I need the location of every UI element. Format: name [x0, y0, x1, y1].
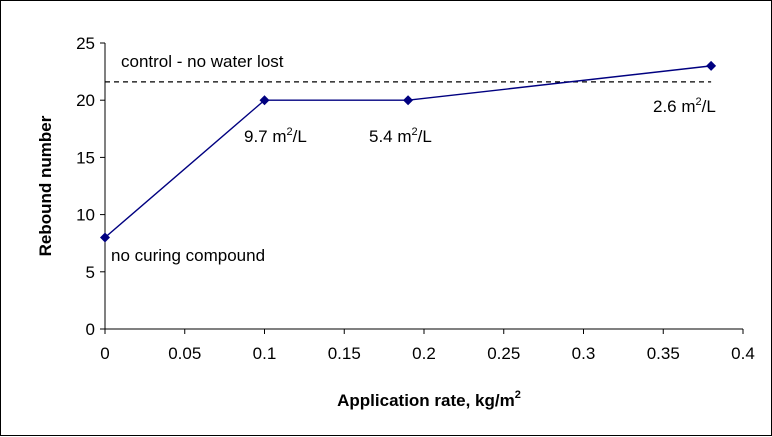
series-group [100, 60, 717, 243]
x-axis-ticks: 0 0.05 0.1 0.15 0.2 0.25 0.3 0.35 0.4 [100, 329, 755, 363]
x-tick-label: 0.4 [731, 344, 755, 363]
data-point-marker [100, 232, 110, 243]
data-point-marker [259, 95, 270, 106]
x-tick-label: 0.25 [487, 344, 520, 363]
y-tick-label: 0 [86, 320, 95, 339]
x-tick-label: 0.35 [647, 344, 680, 363]
point-label-5-4: 5.4 m2/L [369, 126, 432, 146]
x-tick-label: 0 [100, 344, 109, 363]
point-label-no-curing-compound: no curing compound [111, 246, 265, 265]
y-tick-label: 15 [76, 148, 95, 167]
y-axis-ticks: 0 5 10 15 20 25 [76, 34, 105, 339]
y-tick-label: 25 [76, 34, 95, 53]
control-line-label: control - no water lost [121, 52, 284, 71]
x-tick-label: 0.3 [572, 344, 596, 363]
series-line [104, 65, 712, 239]
y-tick-label: 20 [76, 91, 95, 110]
data-point-marker [403, 95, 414, 106]
x-tick-label: 0.15 [328, 344, 361, 363]
point-labels: no curing compound 9.7 m2/L 5.4 m2/L 2.6… [111, 96, 716, 265]
x-tick-label: 0.1 [253, 344, 277, 363]
x-tick-label: 0.05 [168, 344, 201, 363]
point-label-2-6: 2.6 m2/L [653, 96, 716, 116]
point-label-9-7: 9.7 m2/L [244, 126, 307, 146]
x-axis-title: Application rate, kg/m2 [337, 389, 521, 410]
y-tick-label: 10 [76, 206, 95, 225]
y-tick-label: 5 [86, 263, 95, 282]
x-tick-label: 0.2 [412, 344, 436, 363]
data-point-marker [706, 60, 717, 71]
y-axis-title: Rebound number [36, 115, 55, 256]
